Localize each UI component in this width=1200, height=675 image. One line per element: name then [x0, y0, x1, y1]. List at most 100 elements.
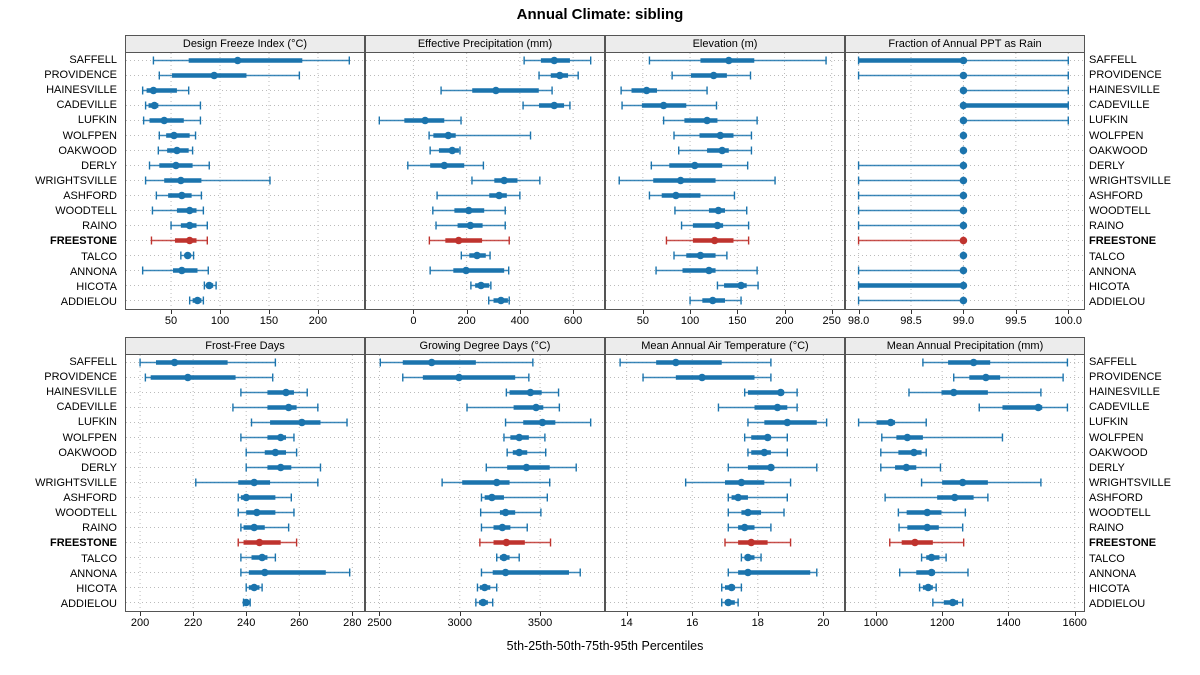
percentile-row-talco — [180, 251, 195, 260]
axis-tick-mark — [784, 310, 786, 314]
axis-tick-mark — [352, 612, 354, 616]
median-dot — [959, 221, 968, 230]
median-dot — [205, 281, 214, 290]
site-label-right-hainesville: HAINESVILLE — [1089, 84, 1160, 97]
percentile-row-saffell — [857, 56, 1069, 65]
median-dot — [747, 538, 756, 547]
axis-tick-mark — [1074, 612, 1076, 616]
median-dot — [440, 161, 449, 170]
median-dot — [959, 131, 968, 140]
percentile-row-annona — [429, 266, 510, 275]
site-label-left-raino: RAINO — [82, 220, 117, 233]
percentile-row-wrightsville — [195, 478, 319, 487]
panel-strip-design-freeze-index-c: Design Freeze Index (°C) — [125, 35, 365, 53]
panel-strip-mean-annual-precipitation-mm: Mean Annual Precipitation (mm) — [845, 337, 1085, 355]
axis-fraction-of-annual-ppt-as-rain: 98.0 98.5 99.0 99.5 100.0 — [845, 310, 1085, 330]
percentile-row-hicota — [245, 583, 263, 592]
median-dot — [718, 146, 726, 155]
percentile-row-addielou — [242, 598, 251, 607]
axis-tick-label: 200 — [775, 315, 794, 327]
percentile-row-wrightsville — [857, 176, 968, 185]
axis-tick-label: 1600 — [1062, 617, 1087, 629]
axis-elevation-m: 50 100 150 200 250 — [605, 310, 845, 330]
site-label-left-addielou: ADDIELOU — [60, 295, 117, 308]
percentile-row-providence — [642, 373, 772, 382]
percentile-row-hainesville — [240, 388, 308, 397]
median-dot — [959, 281, 968, 290]
median-dot — [515, 433, 524, 442]
percentile-row-saffell — [139, 358, 277, 367]
median-dot — [923, 523, 932, 532]
percentile-row-freestone — [237, 538, 298, 547]
percentile-row-oakwood — [506, 448, 547, 457]
site-label-left-wolfpen: WOLFPEN — [62, 431, 117, 444]
median-dot — [708, 296, 717, 305]
site-label-left-providence: PROVIDENCE — [44, 371, 117, 384]
percentiles-caption: 5th-25th-50th-75th-95th Percentiles — [506, 639, 704, 653]
median-dot — [703, 116, 711, 125]
median-dot — [734, 493, 742, 502]
axis-mean-annual-air-temperature-c: 14 16 18 20 — [605, 612, 845, 632]
median-dot — [501, 508, 510, 517]
axis-tick-label: 99.5 — [1005, 315, 1027, 327]
median-dot — [170, 358, 179, 367]
site-label-left-saffell: SAFFELL — [69, 356, 117, 368]
median-dot — [258, 553, 266, 562]
percentile-row-cadeville — [959, 101, 1069, 110]
median-dot — [902, 463, 911, 472]
axis-tick-label: 1200 — [929, 617, 955, 629]
median-dot — [696, 251, 705, 260]
percentile-row-talco — [460, 251, 491, 260]
site-label-right-annona: ANNONA — [1089, 265, 1137, 278]
median-dot — [672, 358, 680, 367]
site-label-right-addielou: ADDIELOU — [1089, 597, 1146, 610]
median-dot — [178, 266, 186, 275]
site-label-right-ashford: ASHFORD — [1089, 492, 1143, 505]
percentile-row-providence — [158, 71, 301, 80]
axis-tick-mark — [573, 310, 575, 314]
median-dot — [271, 448, 280, 457]
percentile-row-talco — [740, 553, 762, 562]
percentile-row-freestone — [724, 538, 792, 547]
median-dot — [550, 101, 559, 110]
percentile-row-addielou — [932, 598, 964, 607]
axis-frost-free-days: 200 220 240 260 280 — [125, 612, 365, 632]
median-dot — [556, 71, 564, 80]
axis-tick-label: 220 — [183, 617, 203, 629]
axis-tick-mark — [823, 612, 825, 616]
site-label-right-wrightsville: WRIGHTSVILLE — [1089, 476, 1171, 489]
percentile-row-raino — [727, 523, 772, 532]
percentile-row-hicota — [203, 281, 217, 290]
percentile-row-cadeville — [232, 403, 319, 412]
percentile-row-derly — [857, 161, 968, 170]
percentile-row-raino — [480, 523, 528, 532]
median-dot — [949, 388, 958, 397]
percentile-row-oakwood — [429, 146, 461, 155]
percentile-row-derly — [245, 463, 322, 472]
percentile-row-addielou — [721, 598, 739, 607]
axis-tick-label: 98.0 — [847, 315, 870, 327]
median-dot — [172, 161, 180, 170]
site-label-left-cadeville: CADEVILLE — [56, 401, 117, 414]
axis-tick-label: 18 — [751, 617, 764, 629]
site-label-right-talco: TALCO — [1089, 250, 1125, 263]
median-dot — [959, 266, 968, 275]
percentile-row-wolfpen — [158, 131, 197, 140]
median-dot — [724, 598, 733, 607]
axis-tick-mark — [466, 310, 468, 314]
percentile-row-woodtell — [897, 508, 967, 517]
percentile-row-providence — [953, 373, 1064, 382]
axis-tick-mark — [1068, 310, 1070, 314]
site-label-left-wrightsville: WRIGHTSVILLE — [35, 174, 117, 187]
median-dot — [924, 583, 933, 592]
median-dot — [690, 161, 699, 170]
axis-tick-label: 3000 — [447, 617, 473, 629]
axis-growing-degree-days-c: 2500 3000 3500 — [365, 612, 605, 632]
median-dot — [260, 568, 269, 577]
median-dot — [492, 86, 500, 95]
percentile-row-ashford — [436, 191, 521, 200]
percentile-row-derly — [485, 463, 577, 472]
percentile-row-wolfpen — [503, 433, 546, 442]
percentile-row-saffell — [648, 56, 827, 65]
percentile-row-cadeville — [621, 101, 718, 110]
